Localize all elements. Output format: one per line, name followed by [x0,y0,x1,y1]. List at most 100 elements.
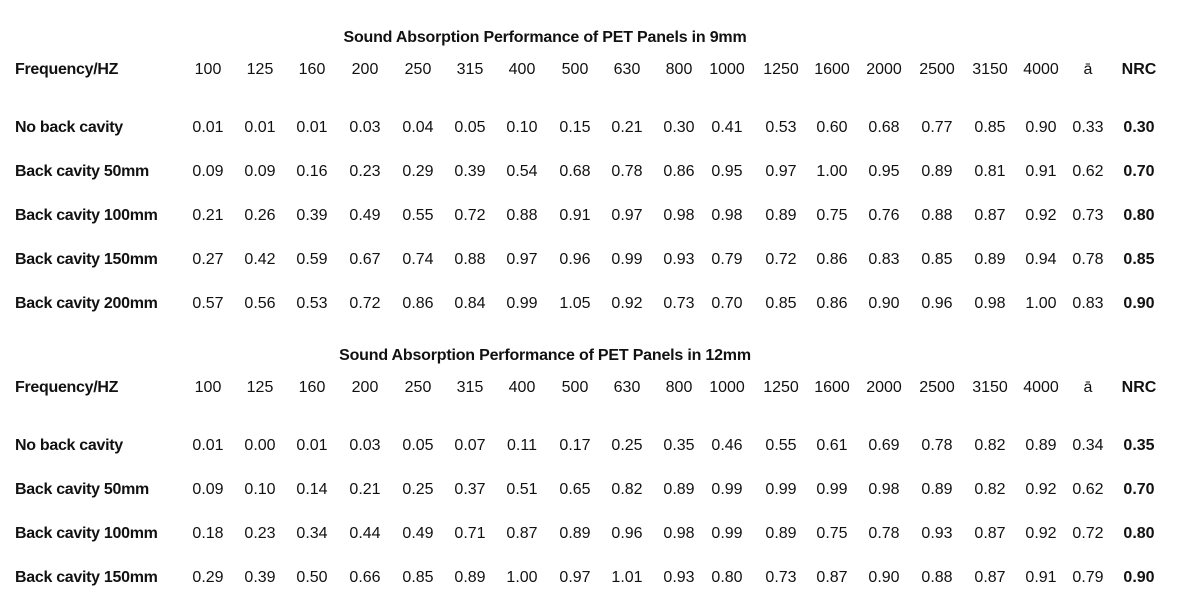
absorption-value: 0.82 [974,481,1006,498]
row-label: No back cavity [15,437,123,454]
absorption-value: 0.93 [921,525,953,542]
absorption-value: 0.05 [454,119,486,136]
table-row: Back cavity 200mm 0.57 0.56 0.53 0.72 0.86 0.8… [0,290,1200,318]
frequency-header: 125 [246,61,274,78]
frequency-header: 100 [194,379,222,396]
frequency-header: ā [1083,379,1093,396]
absorption-value: 0.98 [974,295,1006,312]
absorption-value: 0.89 [454,569,486,586]
frequency-header: 630 [613,61,641,78]
absorption-value: 0.21 [192,207,224,224]
absorption-value: 0.88 [921,569,953,586]
absorption-value: 1.00 [506,569,538,586]
absorption-value: 1.05 [559,295,591,312]
absorption-value: 0.16 [296,163,328,180]
row-label: No back cavity [15,119,123,136]
nrc-value: 0.70 [1123,481,1155,498]
table-row: Back cavity 150mm 0.29 0.39 0.50 0.66 0.85 0.8… [0,564,1200,592]
absorption-value: 0.87 [974,525,1006,542]
absorption-value: 0.90 [868,295,900,312]
absorption-value: 0.54 [506,163,538,180]
absorption-value: 0.83 [1072,295,1104,312]
absorption-value: 0.23 [349,163,381,180]
absorption-value: 0.89 [921,481,953,498]
frequency-header: 2000 [866,61,902,78]
absorption-value: 1.00 [1025,295,1057,312]
absorption-value: 0.74 [402,251,434,268]
absorption-value: 0.60 [816,119,848,136]
absorption-value: 0.41 [711,119,743,136]
table-row: No back cavity 0.01 0.01 0.01 0.03 0.04 0.05 0.… [0,114,1200,142]
row-label: Back cavity 150mm [15,251,158,268]
absorption-value: 0.01 [192,119,224,136]
absorption-value: 0.99 [816,481,848,498]
frequency-header: 1250 [763,379,799,396]
absorption-value: 0.86 [816,295,848,312]
absorption-value: 0.92 [1025,525,1057,542]
absorption-value: 0.91 [1025,569,1057,586]
absorption-value: 0.09 [192,481,224,498]
frequency-header: 800 [665,61,693,78]
row-label: Back cavity 100mm [15,525,158,542]
table-row: Back cavity 50mm 0.09 0.09 0.16 0.23 0.29 0.39… [0,158,1200,186]
absorption-value: 0.87 [506,525,538,542]
absorption-value: 0.35 [663,437,695,454]
absorption-value: 0.83 [868,251,900,268]
frequency-header: 3150 [972,61,1008,78]
absorption-value: 0.10 [506,119,538,136]
table-title: Sound Absorption Performance of PET Pane… [339,347,751,364]
absorption-value: 0.86 [816,251,848,268]
absorption-value: 0.00 [244,437,276,454]
absorption-value: 0.90 [1025,119,1057,136]
absorption-value: 0.49 [349,207,381,224]
absorption-value: 0.09 [244,163,276,180]
absorption-value: 0.10 [244,481,276,498]
absorption-value: 1.01 [611,569,643,586]
absorption-value: 0.72 [765,251,797,268]
absorption-value: 0.86 [402,295,434,312]
absorption-value: 0.97 [765,163,797,180]
nrc-value: 0.30 [1123,119,1155,136]
absorption-value: 0.70 [711,295,743,312]
nrc-value: 0.85 [1123,251,1155,268]
frequency-header: 4000 [1023,379,1059,396]
absorption-value: 0.61 [816,437,848,454]
absorption-value: 0.82 [974,437,1006,454]
absorption-value: 0.87 [974,569,1006,586]
absorption-value: 0.44 [349,525,381,542]
absorption-value: 0.05 [402,437,434,454]
absorption-value: 0.98 [868,481,900,498]
row-label: Back cavity 50mm [15,481,149,498]
nrc-header: NRC [1121,379,1157,396]
frequency-header: 4000 [1023,61,1059,78]
absorption-value: 0.34 [1072,437,1104,454]
nrc-value: 0.90 [1123,295,1155,312]
absorption-value: 0.88 [454,251,486,268]
absorption-value: 0.91 [1025,163,1057,180]
absorption-value: 0.88 [506,207,538,224]
absorption-value: 0.96 [611,525,643,542]
absorption-value: 0.95 [868,163,900,180]
absorption-value: 0.71 [454,525,486,542]
absorption-value: 0.89 [559,525,591,542]
table-row: Back cavity 150mm 0.27 0.42 0.59 0.67 0.74 0.8… [0,246,1200,274]
absorption-table: Sound Absorption Performance of PET Pane… [0,28,1200,312]
frequency-header: 200 [351,379,379,396]
absorption-value: 0.85 [402,569,434,586]
absorption-value: 0.07 [454,437,486,454]
table-header-row: Frequency/HZ 100 125 160 200 250 315 400 500 630 8… [0,374,1200,402]
absorption-value: 0.85 [921,251,953,268]
frequency-header: 400 [508,61,536,78]
absorption-value: 0.86 [663,163,695,180]
absorption-value: 0.98 [711,207,743,224]
nrc-value: 0.80 [1123,525,1155,542]
absorption-value: 0.97 [506,251,538,268]
absorption-value: 0.94 [1025,251,1057,268]
absorption-value: 0.03 [349,437,381,454]
absorption-value: 0.18 [192,525,224,542]
absorption-value: 0.84 [454,295,486,312]
absorption-value: 0.59 [296,251,328,268]
absorption-value: 0.99 [711,481,743,498]
absorption-value: 0.85 [765,295,797,312]
